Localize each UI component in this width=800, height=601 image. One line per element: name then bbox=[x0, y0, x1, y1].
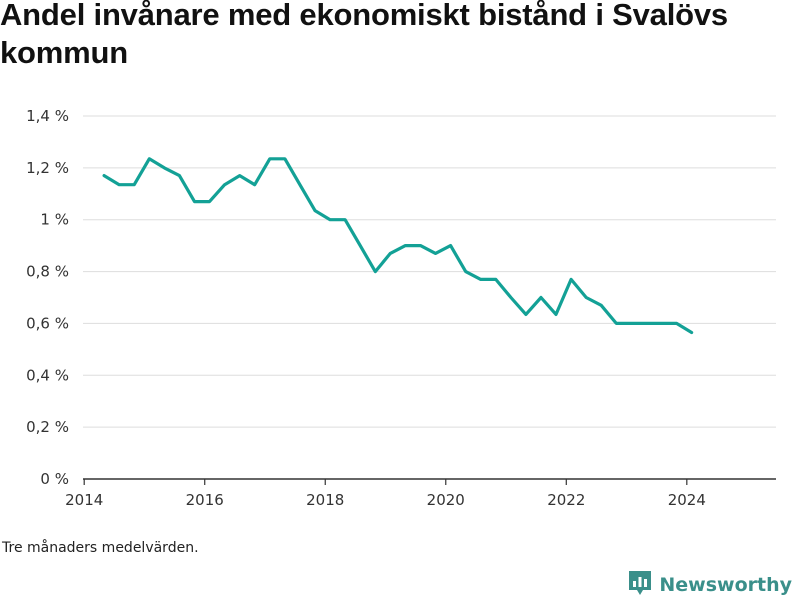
x-tick-label: 2024 bbox=[668, 491, 706, 509]
x-tick-label: 2018 bbox=[306, 491, 344, 509]
grid-lines bbox=[83, 115, 776, 428]
x-tick-label: 2014 bbox=[65, 491, 103, 509]
series-layer bbox=[102, 157, 694, 335]
chart-title: Andel invånare med ekonomiskt bistånd i … bbox=[0, 0, 728, 70]
x-tick-label: 2022 bbox=[547, 491, 585, 509]
series-line bbox=[102, 157, 694, 335]
y-tick-label: 1,2 % bbox=[26, 159, 69, 177]
y-tick-label: 1,4 % bbox=[26, 107, 69, 125]
y-tick-label: 0,8 % bbox=[26, 263, 69, 281]
y-tick-label: 0,2 % bbox=[26, 418, 69, 436]
axes: 0 % 0,2 % 0,4 % 0,6 % 0,8 % 1 % 1,2 % 1,4 % 2014… bbox=[26, 107, 776, 509]
y-tick-label: 1 % bbox=[40, 211, 69, 229]
y-tick-label: 0,6 % bbox=[26, 314, 69, 332]
chart-note: Tre månaders medelvärden. bbox=[2, 540, 199, 556]
x-tick-label: 2016 bbox=[186, 491, 224, 509]
y-tick-label: 0,4 % bbox=[26, 366, 69, 384]
brand-logo[interactable]: Newsworthy bbox=[627, 570, 792, 600]
y-tick-label: 0 % bbox=[40, 470, 69, 488]
bar-chart-logo-icon bbox=[627, 569, 653, 601]
brand-name: Newsworthy bbox=[659, 574, 792, 596]
x-tick-label: 2020 bbox=[427, 491, 465, 509]
